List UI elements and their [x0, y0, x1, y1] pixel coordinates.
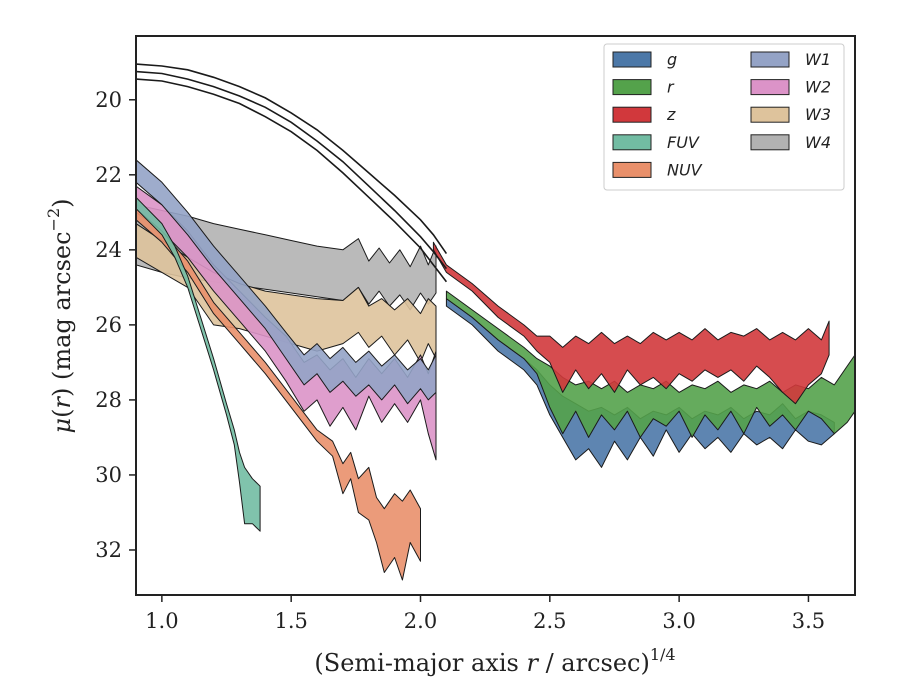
legend-swatch-z: [612, 106, 652, 123]
z-profile-line: [136, 63, 448, 255]
legend-label-g: g: [667, 50, 677, 69]
y-axis-label-end: ): [48, 198, 76, 207]
y-tick-label: 32: [95, 538, 122, 562]
legend-swatch-r: [612, 79, 652, 96]
legend-label-r: r: [667, 78, 675, 97]
legend-swatch-fuv: [612, 134, 652, 151]
profile-lines: [136, 63, 448, 283]
y-tick-label: 24: [95, 238, 122, 262]
y-axis-ticks: 20 22 24 26 28 30 32: [95, 88, 136, 562]
band-nuv: [136, 208, 421, 581]
y-axis-label-close: ): [48, 388, 76, 397]
legend-label-nuv: NUV: [667, 160, 703, 179]
x-axis-label-main: (Semi-major axis: [314, 649, 526, 677]
y-axis-label: μ(r) (mag arcsec−2): [44, 198, 76, 433]
y-axis-label-exp: −2: [44, 208, 63, 232]
x-axis-label-var: r: [526, 649, 539, 677]
legend-swatch-g: [612, 51, 652, 68]
y-tick-label: 28: [95, 388, 122, 412]
legend-label-w2: W2: [805, 78, 831, 97]
band-w1: [136, 159, 437, 405]
x-tick-label: 1.0: [145, 609, 178, 633]
y-axis-label-units: (mag arcsec: [48, 231, 76, 387]
y-tick-label: 30: [95, 463, 122, 487]
y-tick-label: 26: [95, 313, 122, 337]
legend-label-w4: W4: [805, 133, 831, 152]
band-w4: [136, 204, 437, 311]
y-tick-label: 22: [95, 163, 122, 187]
legend-swatch-nuv: [612, 161, 652, 178]
band-z: [432, 241, 830, 405]
y-tick-label: 20: [95, 88, 122, 112]
x-tick-label: 3.5: [792, 609, 825, 633]
x-tick-label: 3.0: [662, 609, 695, 633]
series-bands: [136, 159, 855, 581]
legend-label-w3: W3: [805, 105, 831, 124]
plot-frame: [135, 35, 856, 596]
legend-label-w1: W1: [805, 50, 831, 69]
y-axis-label-open: (: [48, 409, 76, 418]
x-axis-label-exp: 1/4: [650, 645, 676, 664]
legend-label-z: z: [666, 105, 676, 124]
x-axis-ticks: 1.0 1.5 2.0 2.5 3.0 3.5: [145, 595, 825, 633]
legend-label-fuv: FUV: [667, 133, 700, 152]
legend-swatch-w1: [750, 51, 790, 68]
x-tick-label: 1.5: [274, 609, 307, 633]
x-axis-label: (Semi-major axis r / arcsec)1/4: [314, 645, 675, 677]
x-tick-label: 2.0: [404, 609, 437, 633]
band-fuv: [136, 196, 261, 532]
r-profile-line: [136, 70, 448, 270]
legend-swatch-w3: [750, 106, 790, 123]
legend-swatch-w4: [750, 134, 790, 151]
y-axis-label-var: r: [48, 396, 76, 409]
x-tick-label: 2.5: [533, 609, 566, 633]
x-axis-label-rest: / arcsec): [538, 649, 650, 677]
legend-swatch-w2: [750, 79, 790, 96]
y-axis-label-mu: μ: [48, 418, 76, 434]
legend: grz FUV NUV W1 W2 W3 W4: [603, 43, 845, 191]
g-profile-line: [136, 78, 448, 283]
